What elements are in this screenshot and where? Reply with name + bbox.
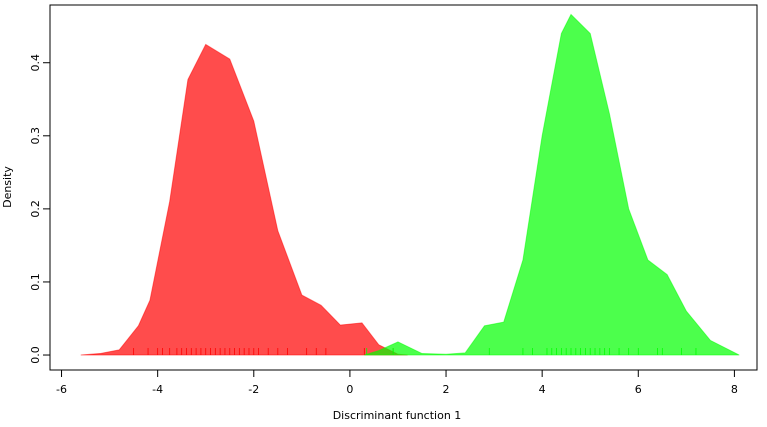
density-area [364,13,740,356]
x-tick-label: 2 [443,383,450,396]
y-tick-label: 0.2 [29,200,42,218]
y-tick-label: 0.0 [29,346,42,364]
x-tick-label: -4 [152,383,163,396]
x-tick-label: -2 [248,383,259,396]
y-tick-label: 0.3 [29,127,42,145]
x-axis-label: Discriminant function 1 [333,409,462,422]
x-tick-label: 0 [346,383,353,396]
y-axis-label: Density [1,166,14,208]
x-tick-label: 8 [731,383,738,396]
x-tick-label: 6 [635,383,642,396]
y-tick-label: 0.1 [29,273,42,291]
density-area [80,43,408,356]
x-tick-label: 4 [539,383,546,396]
x-tick-label: -6 [56,383,67,396]
y-tick-label: 0.4 [29,54,42,71]
plot-frame [49,4,758,371]
